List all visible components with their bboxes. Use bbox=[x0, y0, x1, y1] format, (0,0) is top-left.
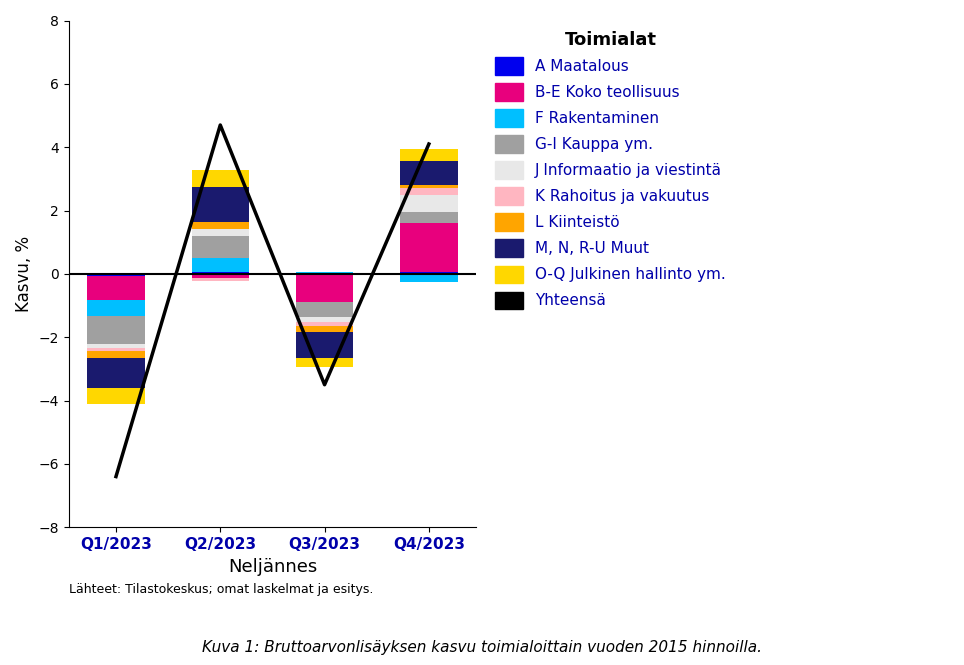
Bar bbox=[88, 274, 145, 277]
Bar bbox=[296, 358, 353, 366]
Legend: A Maatalous, B-E Koko teollisuus, F Rakentaminen, G-I Kauppa ym., J Informaatio : A Maatalous, B-E Koko teollisuus, F Rake… bbox=[488, 23, 734, 317]
Bar bbox=[88, 388, 145, 404]
Bar bbox=[88, 277, 145, 300]
Bar bbox=[192, 272, 249, 274]
Bar bbox=[296, 303, 353, 317]
Bar bbox=[400, 223, 458, 272]
Bar bbox=[192, 229, 249, 235]
Bar bbox=[88, 316, 145, 344]
Bar bbox=[296, 323, 353, 326]
Bar bbox=[400, 274, 458, 282]
Bar bbox=[192, 274, 249, 278]
Bar bbox=[296, 274, 353, 275]
Bar bbox=[400, 212, 458, 223]
Bar bbox=[88, 358, 145, 388]
Bar bbox=[192, 188, 249, 222]
Bar bbox=[88, 300, 145, 316]
Bar bbox=[296, 332, 353, 358]
Bar bbox=[400, 188, 458, 195]
X-axis label: Neljännes: Neljännes bbox=[228, 557, 317, 575]
Bar bbox=[88, 348, 145, 352]
Bar bbox=[296, 275, 353, 303]
Bar bbox=[296, 317, 353, 323]
Bar bbox=[88, 344, 145, 348]
Text: Kuva 1: Bruttoarvonlisäyksen kasvu toimialoittain vuoden 2015 hinnoilla.: Kuva 1: Bruttoarvonlisäyksen kasvu toimi… bbox=[202, 640, 762, 655]
Bar bbox=[192, 170, 249, 188]
Bar bbox=[296, 326, 353, 332]
Bar bbox=[400, 162, 458, 185]
Bar bbox=[400, 272, 458, 274]
Bar bbox=[192, 258, 249, 272]
Bar bbox=[400, 185, 458, 188]
Text: Lähteet: Tilastokeskus; omat laskelmat ja esitys.: Lähteet: Tilastokeskus; omat laskelmat j… bbox=[68, 583, 373, 596]
Y-axis label: Kasvu, %: Kasvu, % bbox=[15, 236, 33, 312]
Bar bbox=[192, 278, 249, 281]
Bar bbox=[400, 150, 458, 162]
Bar bbox=[296, 272, 353, 274]
Bar bbox=[192, 235, 249, 258]
Bar bbox=[88, 352, 145, 358]
Bar bbox=[400, 195, 458, 212]
Bar bbox=[192, 222, 249, 229]
